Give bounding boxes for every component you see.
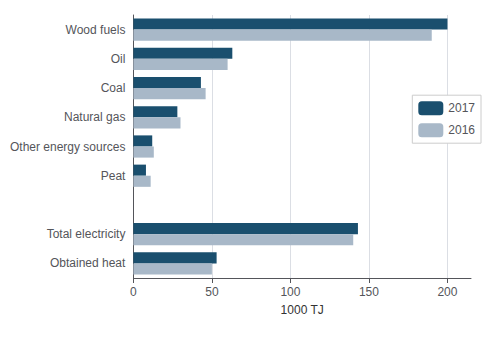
svg-text:100: 100 [280, 285, 300, 299]
svg-text:1000 TJ: 1000 TJ [281, 303, 324, 317]
svg-text:Natural gas: Natural gas [64, 110, 125, 124]
svg-text:Wood fuels: Wood fuels [66, 23, 126, 37]
svg-text:Oil: Oil [111, 52, 126, 66]
svg-text:50: 50 [205, 285, 219, 299]
svg-text:150: 150 [359, 285, 379, 299]
svg-text:200: 200 [437, 285, 457, 299]
svg-text:Peat: Peat [101, 169, 126, 183]
svg-text:Total electricity: Total electricity [47, 227, 126, 241]
svg-text:Other energy sources: Other energy sources [10, 140, 125, 154]
svg-text:0: 0 [130, 285, 137, 299]
svg-text:Obtained heat: Obtained heat [50, 256, 126, 270]
svg-text:2017: 2017 [448, 101, 475, 115]
svg-text:2016: 2016 [448, 123, 475, 137]
svg-text:Coal: Coal [101, 81, 126, 95]
